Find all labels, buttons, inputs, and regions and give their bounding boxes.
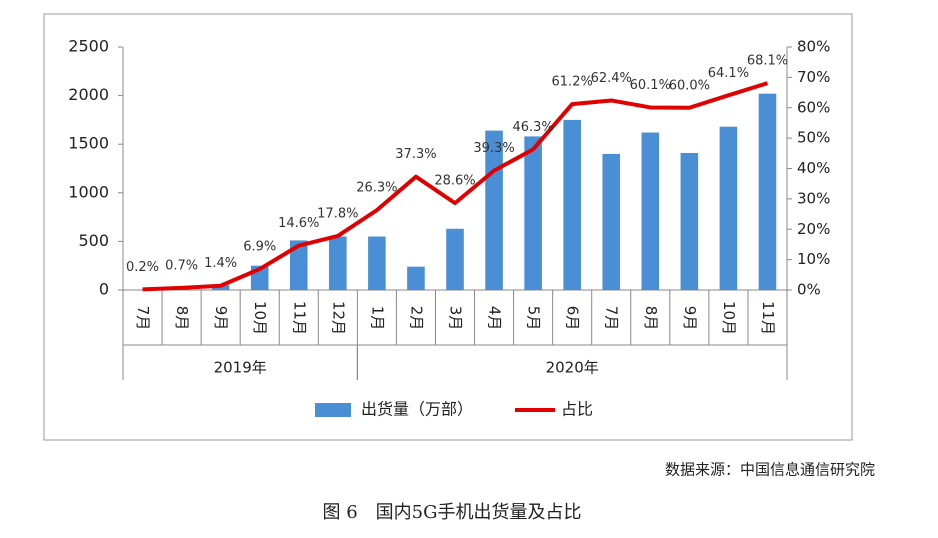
bar <box>446 229 464 290</box>
data-label: 60.1% <box>630 78 671 93</box>
y-tick-label: 2000 <box>68 85 109 104</box>
data-label: 26.3% <box>356 181 397 196</box>
group-label: 2020年 <box>546 359 599 377</box>
x-tick-label: 9月 <box>681 306 699 331</box>
data-label: 0.2% <box>126 260 159 275</box>
data-label: 61.2% <box>552 75 593 90</box>
bar <box>681 153 699 290</box>
x-tick-label: 11月 <box>759 301 777 335</box>
data-label: 68.1% <box>747 54 788 69</box>
x-tick-label: 3月 <box>447 306 465 331</box>
y2-tick-label: 60% <box>797 98 830 116</box>
caption: 图 6 国内5G手机出货量及占比 <box>322 502 581 523</box>
bar <box>720 127 738 290</box>
x-tick-label: 8月 <box>173 306 191 331</box>
data-label: 64.1% <box>708 66 749 81</box>
bar <box>368 237 386 290</box>
legend-label: 出货量（万部） <box>361 400 473 419</box>
x-tick-label: 11月 <box>290 301 308 335</box>
x-tick-label: 7月 <box>134 306 152 331</box>
y-tick-label: 1000 <box>68 182 109 201</box>
y2-tick-label: 40% <box>797 159 830 177</box>
data-label: 6.9% <box>243 240 276 255</box>
bar <box>407 267 425 290</box>
y2-tick-label: 80% <box>797 38 830 56</box>
data-label: 1.4% <box>204 256 237 271</box>
group-label: 2019年 <box>214 359 267 377</box>
data-label: 60.0% <box>669 78 710 93</box>
x-tick-label: 12月 <box>329 301 347 335</box>
data-label: 17.8% <box>317 206 358 221</box>
y-tick-label: 2500 <box>68 37 109 56</box>
y2-tick-label: 70% <box>797 68 830 86</box>
legend-swatch <box>315 403 351 417</box>
data-label: 39.3% <box>473 141 514 156</box>
x-tick-label: 7月 <box>603 306 621 331</box>
y2-tick-label: 30% <box>797 189 830 207</box>
y-tick-label: 0 <box>99 280 109 299</box>
y2-tick-label: 10% <box>797 250 830 268</box>
data-label: 37.3% <box>395 147 436 162</box>
y2-tick-label: 20% <box>797 220 830 238</box>
bar <box>563 120 581 290</box>
x-tick-label: 4月 <box>486 306 504 331</box>
data-label: 28.6% <box>434 174 475 189</box>
bar <box>759 94 777 290</box>
bar <box>329 237 347 290</box>
bar <box>602 154 620 290</box>
data-label: 62.4% <box>591 71 632 86</box>
x-tick-label: 9月 <box>212 306 230 331</box>
legend-label: 占比 <box>561 400 593 419</box>
x-tick-label: 8月 <box>642 306 660 331</box>
x-tick-label: 5月 <box>525 306 543 331</box>
x-tick-label: 6月 <box>564 306 582 331</box>
y2-tick-label: 50% <box>797 129 830 147</box>
data-label: 0.7% <box>165 258 198 273</box>
data-label: 46.3% <box>512 120 553 135</box>
bar <box>642 133 660 290</box>
y2-tick-label: 0% <box>797 281 821 299</box>
data-label: 14.6% <box>278 216 319 231</box>
x-tick-label: 10月 <box>720 301 738 335</box>
y-tick-label: 1500 <box>68 134 109 153</box>
x-tick-label: 10月 <box>251 301 269 335</box>
x-tick-label: 1月 <box>368 306 386 331</box>
bar <box>524 136 542 290</box>
y-tick-label: 500 <box>78 231 109 250</box>
x-tick-label: 2月 <box>407 306 425 331</box>
source: 数据来源：中国信息通信研究院 <box>665 461 875 479</box>
